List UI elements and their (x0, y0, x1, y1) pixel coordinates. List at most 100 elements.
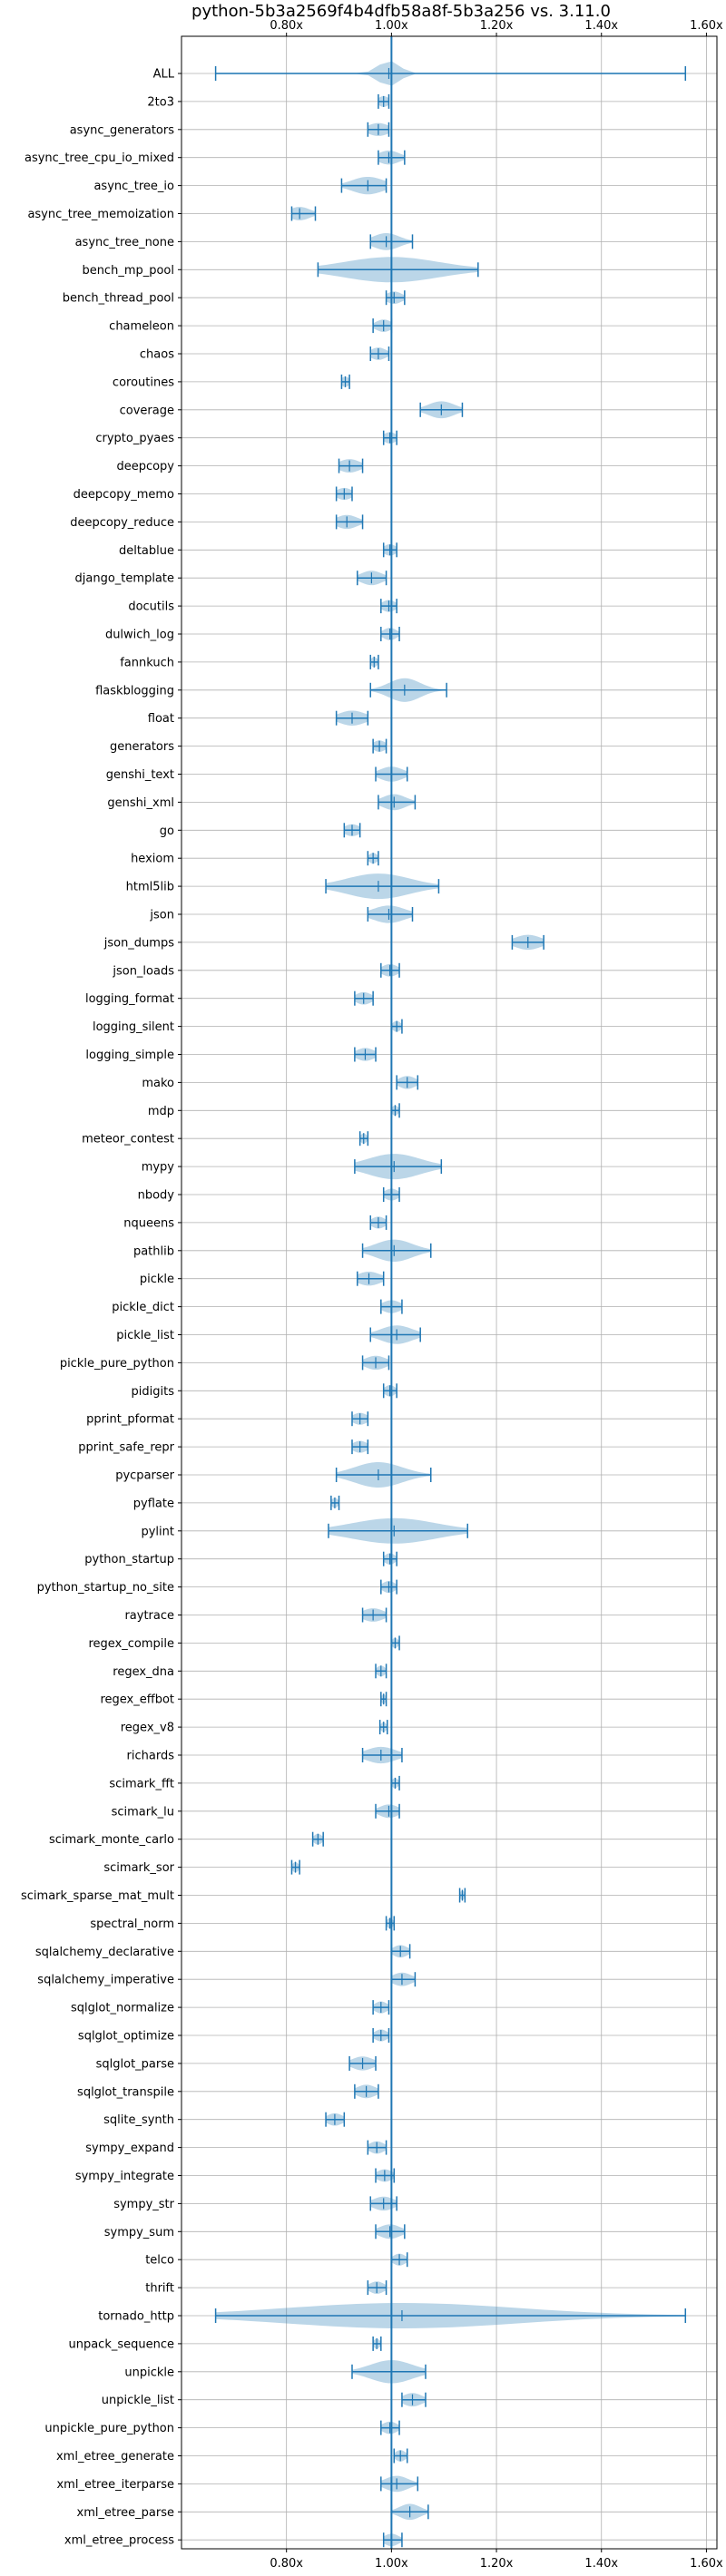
category-label: sympy_str (113, 2198, 174, 2211)
violin-pprint_pformat (351, 1411, 369, 1427)
x-tick-label-bottom: 0.80x (270, 2557, 303, 2571)
category-label: go (160, 825, 174, 838)
category-label: async_tree_io (93, 180, 174, 193)
category-label: unpickle_pure_python (44, 2422, 174, 2435)
violin-regex_effbot (380, 1692, 388, 1707)
category-label: logging_silent (93, 1020, 174, 1034)
category-label: unpickle_list (102, 2394, 174, 2407)
violin-async_tree_io (340, 176, 388, 195)
violin-meteor_contest (358, 1131, 369, 1147)
violin-xml_etree_parse (390, 2503, 429, 2521)
violin-mako (396, 1075, 419, 1090)
category-label: genshi_text (106, 768, 174, 782)
violin-logging_simple (354, 1047, 377, 1062)
x-tick-label-top: 1.00x (375, 19, 408, 33)
category-label: xml_etree_iterparse (56, 2478, 174, 2492)
category-label: python_startup (84, 1553, 174, 1566)
category-label: sqlglot_normalize (71, 2002, 174, 2015)
x-tick-label-top: 1.60x (690, 19, 723, 33)
category-label: pprint_pformat (86, 1413, 174, 1427)
category-label: pickle_dict (112, 1301, 174, 1314)
axis-layer: 0.80x 0.80x 1.00x 1.00x 1.20x 1.20x 1.40x 1.40x… (21, 19, 723, 2571)
violin-dulwich_log (380, 627, 400, 641)
category-label: python_startup_no_site (37, 1581, 174, 1595)
violin-pickle_pure_python (361, 1355, 390, 1371)
violin-xml_etree_generate (393, 2448, 408, 2464)
category-label: pathlib (133, 1244, 174, 1258)
category-label: ALL (153, 68, 175, 82)
category-label: sympy_expand (85, 2142, 174, 2155)
violin-nqueens (369, 1215, 388, 1230)
category-label: mako (142, 1077, 174, 1090)
violin-ALL (214, 61, 687, 86)
category-label: sympy_integrate (75, 2170, 174, 2183)
violin-float (335, 710, 369, 726)
category-label: docutils (128, 600, 174, 614)
category-label: generators (110, 740, 174, 754)
violin-sympy_expand (367, 2140, 388, 2155)
violin-xml_etree_iterparse (380, 2475, 419, 2493)
category-label: 2to3 (147, 95, 174, 109)
violin-sqlite_synth (325, 2112, 346, 2127)
category-label: meteor_contest (82, 1133, 174, 1147)
category-label: genshi_xml (107, 796, 174, 810)
violin-sqlglot_optimize (372, 2028, 390, 2043)
violin-fannkuch (369, 654, 379, 669)
violin-genshi_xml (378, 794, 417, 811)
category-label: crypto_pyaes (95, 432, 174, 445)
category-label: chameleon (109, 320, 174, 334)
category-label: logging_format (85, 992, 174, 1006)
category-label: scimark_sor (103, 1861, 174, 1875)
violin-mdp (390, 1103, 400, 1118)
category-label: dulwich_log (105, 629, 174, 642)
category-label: scimark_sparse_mat_mult (21, 1889, 174, 1903)
category-label: sqlglot_parse (96, 2057, 174, 2071)
violin-telco (390, 2252, 408, 2268)
violin-mypy (354, 1154, 443, 1180)
category-label: coverage (120, 404, 174, 417)
violin-django_template (357, 571, 388, 586)
category-label: regex_v8 (121, 1722, 174, 1735)
x-tick-label-top: 1.40x (584, 19, 618, 33)
violin-pylint (328, 1517, 468, 1544)
x-tick-label-top: 1.20x (480, 19, 514, 33)
category-label: deepcopy_memo (74, 488, 174, 502)
x-tick-label-bottom: 1.40x (584, 2557, 618, 2571)
violin-crypto_pyaes (382, 430, 397, 445)
violin-unpickle (351, 2360, 427, 2384)
violin-generators (372, 738, 388, 754)
x-tick-label-top: 0.80x (270, 19, 303, 33)
violin-richards (361, 1746, 403, 1764)
violin-chaos (369, 346, 390, 361)
violin-scimark_monte_carlo (311, 1831, 324, 1847)
violin-bench_thread_pool (385, 290, 406, 306)
category-label: django_template (75, 572, 174, 586)
category-label: pylint (141, 1525, 174, 1538)
violin-sympy_integrate (375, 2168, 396, 2183)
x-tick-label-bottom: 1.00x (375, 2557, 408, 2571)
category-label: mdp (148, 1105, 174, 1118)
violin-pprint_safe_repr (351, 1439, 369, 1455)
violin-deepcopy (338, 458, 364, 473)
category-label: tornado_http (98, 2310, 174, 2324)
category-label: async_generators (70, 123, 175, 137)
violin-unpickle_pure_python (380, 2420, 400, 2435)
violin-deltablue (382, 542, 397, 558)
violin-regex_compile (390, 1635, 400, 1651)
category-label: sqlglot_transpile (77, 2085, 174, 2099)
violin-sqlalchemy_imperative (390, 1972, 417, 1987)
violin-bench_mp_pool (317, 257, 479, 283)
category-label: coroutines (113, 376, 174, 389)
violin-regex_v8 (378, 1720, 388, 1735)
category-label: pidigits (132, 1385, 175, 1399)
category-label: raytrace (124, 1609, 174, 1623)
violin-thrift (367, 2280, 388, 2296)
violin-async_generators (367, 122, 390, 137)
violin-sqlglot_transpile (354, 2083, 379, 2099)
violin-async_tree_memoization (290, 206, 317, 221)
violin-sympy_str (369, 2196, 397, 2211)
category-label: pickle (140, 1273, 174, 1286)
category-label: scimark_fft (109, 1777, 174, 1791)
violin-sqlglot_normalize (372, 2000, 390, 2015)
